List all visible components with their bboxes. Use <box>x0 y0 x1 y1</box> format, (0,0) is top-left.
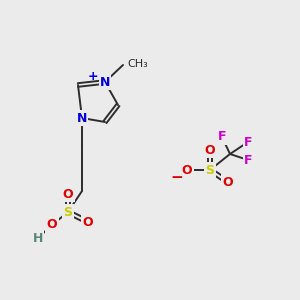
Text: −: − <box>171 169 183 184</box>
Text: N: N <box>100 76 110 88</box>
Text: H: H <box>33 232 43 244</box>
Text: N: N <box>77 112 87 124</box>
Text: O: O <box>182 164 192 176</box>
Text: O: O <box>205 143 215 157</box>
Text: +: + <box>88 70 98 83</box>
Text: O: O <box>63 188 73 200</box>
Text: O: O <box>83 215 93 229</box>
Text: S: S <box>64 206 73 218</box>
Text: F: F <box>244 154 252 166</box>
Text: F: F <box>218 130 226 143</box>
Text: S: S <box>206 164 214 176</box>
Text: O: O <box>223 176 233 188</box>
Text: O: O <box>47 218 57 232</box>
Text: F: F <box>244 136 252 148</box>
Text: CH₃: CH₃ <box>127 59 148 69</box>
